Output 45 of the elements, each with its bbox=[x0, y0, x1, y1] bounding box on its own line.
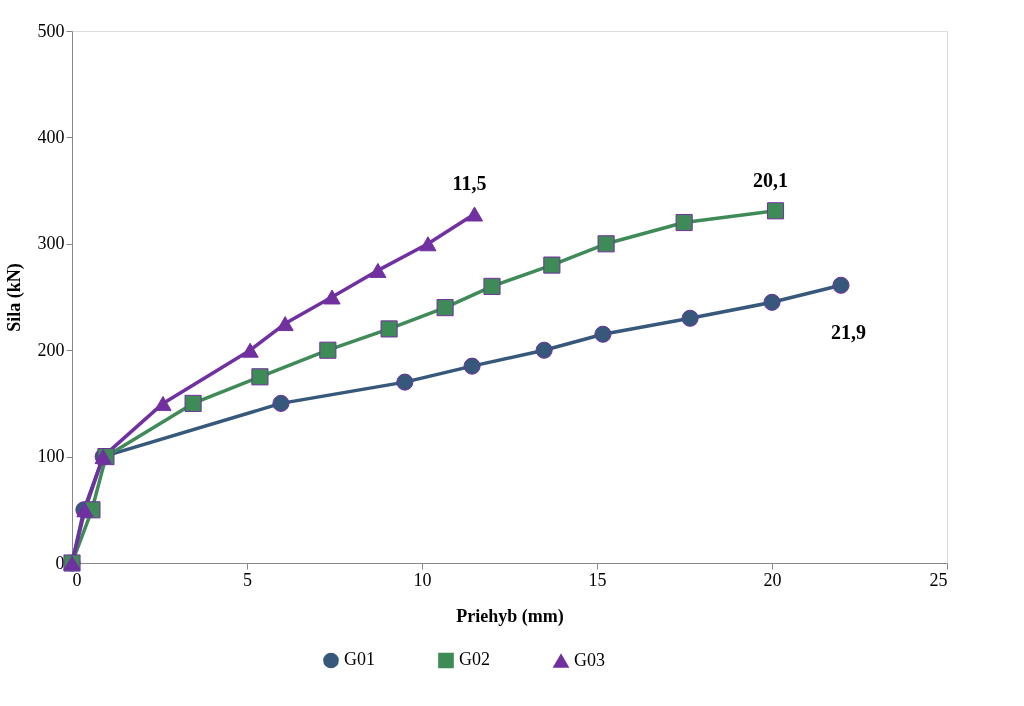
x-tick-label: 20 bbox=[763, 569, 782, 590]
y-tick-label: 400 bbox=[37, 126, 65, 147]
annotation: 20,1 bbox=[753, 168, 788, 191]
point bbox=[436, 299, 454, 317]
annotation: 11,5 bbox=[452, 172, 487, 195]
x-tick-label: 25 bbox=[929, 569, 948, 590]
x-tick-label: 15 bbox=[588, 569, 607, 590]
point bbox=[251, 368, 269, 386]
point bbox=[184, 394, 202, 412]
x-tick-label: 0 bbox=[72, 569, 82, 590]
legend-label: G03 bbox=[574, 649, 605, 670]
x-axis-title: Priehyb (mm) bbox=[456, 605, 564, 627]
y-tick-label: 300 bbox=[37, 233, 65, 254]
point bbox=[675, 213, 693, 232]
legend-label: G02 bbox=[459, 649, 490, 670]
y-tick-label: 500 bbox=[37, 20, 65, 41]
point bbox=[766, 202, 785, 220]
x-tick-label: 10 bbox=[413, 569, 432, 590]
point bbox=[543, 256, 561, 274]
point bbox=[380, 320, 398, 338]
point bbox=[241, 342, 259, 358]
y-axis-title: Sila (kN) bbox=[3, 263, 25, 332]
annotation: 21,9 bbox=[831, 321, 866, 344]
point bbox=[419, 236, 437, 252]
point bbox=[463, 357, 481, 375]
point bbox=[323, 289, 341, 305]
point bbox=[483, 277, 501, 295]
y-tick-label: 200 bbox=[37, 339, 65, 360]
legend-label: G01 bbox=[344, 649, 375, 670]
x-tick-label: 5 bbox=[243, 569, 252, 590]
point bbox=[763, 293, 781, 311]
point bbox=[832, 276, 850, 294]
y-tick-label: 100 bbox=[37, 446, 65, 467]
point bbox=[594, 325, 612, 343]
y-tick-label: 0 bbox=[55, 552, 65, 573]
point bbox=[276, 316, 294, 332]
point bbox=[154, 395, 172, 411]
point bbox=[369, 262, 387, 278]
point bbox=[319, 341, 337, 359]
point bbox=[272, 394, 290, 412]
point bbox=[465, 206, 484, 222]
point bbox=[396, 373, 414, 391]
point bbox=[681, 309, 699, 327]
point bbox=[597, 235, 615, 253]
point bbox=[535, 341, 553, 359]
